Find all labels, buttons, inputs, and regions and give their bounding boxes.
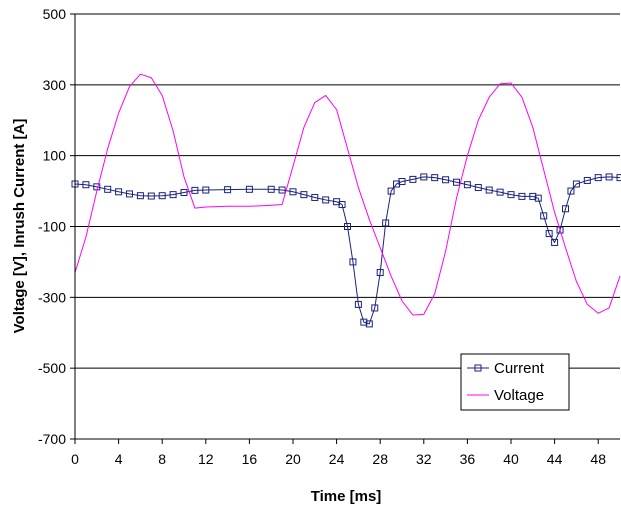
x-tick-label: 12 bbox=[198, 451, 214, 467]
series-current-point bbox=[442, 176, 450, 184]
series-current-point bbox=[534, 194, 542, 202]
series-current-point bbox=[594, 174, 602, 182]
y-axis-title: Voltage [V], Inrush Current [A] bbox=[11, 119, 28, 334]
series-current-point bbox=[245, 185, 253, 193]
series-current-point bbox=[540, 212, 548, 220]
series-current-point bbox=[583, 176, 591, 184]
series-current-point bbox=[567, 187, 575, 195]
series-current-point bbox=[507, 191, 515, 199]
series-current-point bbox=[360, 318, 368, 326]
series-current-point bbox=[420, 173, 428, 181]
series-current-point bbox=[338, 201, 346, 209]
x-tick-label: 0 bbox=[71, 451, 79, 467]
series-current-point bbox=[158, 192, 166, 200]
series-current-point bbox=[453, 178, 460, 186]
series-current-point bbox=[104, 185, 112, 193]
series-current-point bbox=[496, 188, 504, 196]
plot-series bbox=[71, 73, 621, 328]
x-tick-label: 8 bbox=[158, 451, 166, 467]
series-current-point bbox=[311, 193, 319, 201]
series-current-point bbox=[224, 186, 232, 194]
series-current-line bbox=[74, 176, 621, 325]
axis-ticks bbox=[70, 13, 599, 444]
y-tick-label: -300 bbox=[38, 289, 66, 305]
x-tick-label: 44 bbox=[547, 451, 563, 467]
series-current-point bbox=[605, 173, 613, 181]
y-tick-label: -700 bbox=[38, 431, 66, 447]
series-current-point bbox=[572, 180, 580, 188]
x-tick-label: 4 bbox=[115, 451, 123, 467]
series-current-point bbox=[354, 300, 362, 308]
x-tick-label: 48 bbox=[590, 451, 606, 467]
x-tick-label: 20 bbox=[285, 451, 301, 467]
series-current-point bbox=[474, 184, 482, 192]
series-current-point bbox=[115, 188, 123, 196]
series-current-point bbox=[376, 269, 384, 277]
x-tick-label: 16 bbox=[242, 451, 258, 467]
series-current-point bbox=[289, 188, 297, 196]
series-current-point bbox=[169, 191, 177, 199]
y-tick-label: 500 bbox=[43, 6, 67, 22]
series-current-point bbox=[202, 186, 210, 194]
x-tick-label: 32 bbox=[416, 451, 432, 467]
x-tick-label: 24 bbox=[329, 451, 345, 467]
x-tick-label: 36 bbox=[460, 451, 476, 467]
series-current-point bbox=[267, 185, 275, 193]
series-current-point bbox=[393, 180, 401, 188]
series-current-point bbox=[344, 223, 351, 230]
y-tick-label: 100 bbox=[43, 148, 67, 164]
series-current-point bbox=[518, 192, 526, 200]
legend-current-marker bbox=[474, 364, 482, 372]
series-current-point bbox=[616, 174, 621, 182]
series-current-point bbox=[382, 219, 390, 227]
series-current-point bbox=[126, 190, 133, 198]
legend-box bbox=[460, 353, 570, 411]
series-current-point bbox=[545, 230, 553, 238]
series-current-point bbox=[180, 189, 188, 196]
series-current-point bbox=[463, 181, 471, 189]
series-current-point bbox=[431, 174, 439, 182]
y-tick-label: -500 bbox=[38, 360, 66, 376]
series-current-point bbox=[529, 192, 537, 200]
series-current-point bbox=[191, 186, 199, 194]
series-current-point bbox=[409, 175, 417, 183]
series-current-point bbox=[349, 258, 357, 266]
series-current-point bbox=[371, 304, 379, 312]
series-current-point bbox=[387, 187, 395, 195]
x-axis-title: Time [ms] bbox=[311, 488, 382, 505]
legend: Current Voltage bbox=[460, 353, 570, 411]
series-current-point bbox=[278, 186, 286, 194]
series-current-point bbox=[136, 192, 144, 200]
series-current-point bbox=[551, 238, 559, 246]
legend-voltage-label: Voltage bbox=[494, 387, 544, 404]
series-current-point bbox=[82, 181, 90, 189]
series-current-point bbox=[365, 320, 373, 328]
series-current-point bbox=[300, 191, 308, 199]
series-current-point bbox=[562, 205, 569, 213]
y-tick-label: 300 bbox=[43, 77, 67, 93]
x-tick-label: 40 bbox=[503, 451, 519, 467]
series-current-point bbox=[322, 196, 330, 204]
legend-current-label: Current bbox=[494, 360, 545, 377]
series-current-point bbox=[398, 178, 406, 186]
y-tick-label: -100 bbox=[38, 219, 66, 235]
series-voltage-line bbox=[74, 73, 621, 316]
x-tick-label: 28 bbox=[372, 451, 388, 467]
series-current-point bbox=[485, 186, 493, 194]
series-current-point bbox=[556, 226, 564, 234]
series-current-point bbox=[147, 192, 155, 200]
grid-lines bbox=[75, 13, 620, 369]
